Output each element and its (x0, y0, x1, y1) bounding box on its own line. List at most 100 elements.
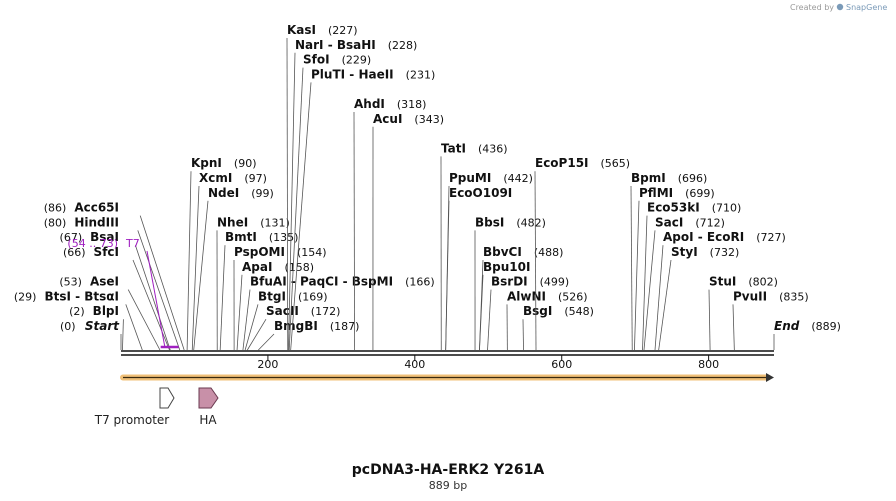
site-position: (80) (44, 216, 67, 229)
site-label: HindIII (74, 215, 119, 229)
site-apoi-ecori[interactable]: ApoI - EcoRI (727) (654, 230, 786, 351)
site-label: BpmI (696) (631, 171, 707, 185)
site-alwni[interactable]: AlwNI (526) (506, 289, 588, 351)
site-bsrdi[interactable]: BsrDI (499) (487, 275, 570, 351)
site-position: (86) (44, 202, 67, 215)
site-label: BsgI (548) (523, 304, 594, 318)
site-blpi[interactable]: BlpI (2) (69, 304, 124, 351)
site-bbsi[interactable]: BbsI (482) (474, 215, 546, 351)
site-leader (286, 37, 289, 351)
orf-bar (120, 373, 774, 382)
axis-tick-label: 800 (698, 358, 719, 371)
site-bfuai-paqci-bspmi[interactable]: BfuAI - PaqCI - BspMI (166) (242, 275, 435, 351)
site-leader (137, 230, 181, 351)
site-kasi[interactable]: KasI (227) (286, 23, 358, 351)
site-leader (290, 82, 312, 351)
site-label: AhdI (318) (354, 97, 426, 111)
site-label: BsrDI (499) (491, 275, 569, 289)
site-apai[interactable]: ApaI (158) (236, 260, 314, 351)
site-nhei[interactable]: NheI (131) (216, 215, 290, 351)
site-label: Acc65I (74, 201, 119, 215)
site-leader (186, 171, 192, 351)
site-leader (534, 171, 537, 351)
site-leader (522, 319, 524, 351)
site-leader (630, 185, 633, 351)
site-pluti-haeii[interactable]: PluTI - HaeII (231) (290, 67, 436, 351)
site-leader (139, 215, 185, 351)
site-bpmi[interactable]: BpmI (696) (630, 171, 707, 351)
site-label: BbsI (482) (475, 215, 546, 229)
site-bmgbi[interactable]: BmgBI (187) (258, 319, 359, 351)
primer-t7[interactable]: (54 .. 73) T7 (67, 237, 179, 349)
site-label: PluTI - HaeII (231) (311, 67, 435, 81)
site-start[interactable]: Start (0) (60, 319, 122, 350)
site-leader (642, 215, 648, 351)
site-stui[interactable]: StuI (802) (708, 275, 778, 351)
site-pspomi[interactable]: PspOMI (154) (233, 245, 327, 351)
site-leader (219, 245, 226, 351)
site-leader (288, 52, 296, 351)
site-tati[interactable]: TatI (436) (440, 141, 508, 351)
axis-ticks: 200 400 600 800 (257, 355, 719, 371)
site-bsgi[interactable]: BsgI (548) (522, 304, 594, 351)
site-acui[interactable]: AcuI (343) (372, 112, 444, 351)
site-label: NdeI (99) (208, 186, 274, 200)
site-leader (132, 259, 170, 351)
site-ppumi[interactable]: PpuMI (442) (445, 171, 533, 351)
site-leader (479, 259, 484, 351)
site-acc65i[interactable]: Acc65I (86) (44, 201, 185, 351)
axis-tick: 400 (404, 355, 425, 371)
site-btsi-btsαi[interactable]: BtsI - BtsαI (29) (14, 289, 143, 351)
site-pflmi[interactable]: PflMI (699) (634, 186, 715, 351)
site-kpni[interactable]: KpnI (90) (186, 156, 257, 351)
site-leader (242, 289, 251, 351)
site-bbvci[interactable]: BbvCI (488) (479, 245, 563, 351)
site-leader (122, 319, 124, 351)
site-pvuii[interactable]: PvuII (835) (732, 289, 809, 351)
site-label: SacI (712) (655, 215, 725, 229)
site-ndei[interactable]: NdeI (99) (193, 186, 274, 351)
credit-brand: SnapGene (846, 3, 887, 12)
site-label: SfcI (94, 245, 119, 259)
ha-arrow-icon (198, 387, 219, 409)
site-bsai[interactable]: BsaI (67) (60, 230, 171, 351)
site-label: BtsI - BtsαI (44, 289, 119, 303)
site-leader (258, 333, 275, 351)
site-label: BtgI (169) (258, 289, 328, 303)
snapgene-credit: Created by SnapGene (790, 3, 887, 12)
site-sfci[interactable]: SfcI (66) (63, 245, 170, 351)
site-ecop15i[interactable]: EcoP15I (565) (534, 156, 630, 351)
feature-ha[interactable]: HA (198, 387, 219, 427)
site-label: PvuII (835) (733, 289, 809, 303)
site-leader (445, 185, 450, 351)
site-position: (53) (59, 276, 82, 289)
site-label: NheI (131) (217, 215, 290, 229)
site-label: BlpI (93, 304, 119, 318)
site-asei[interactable]: AseI (53) (59, 275, 161, 351)
site-label: BfuAI - PaqCI - BspMI (166) (250, 275, 435, 289)
axis-tick-label: 600 (551, 358, 572, 371)
site-leader (191, 185, 200, 351)
site-sfoi[interactable]: SfoI (229) (288, 53, 371, 351)
t7-promoter-arrow-icon (159, 387, 175, 409)
site-btgi[interactable]: BtgI (169) (244, 289, 328, 351)
site-nari-bsahi[interactable]: NarI - BsaHI (228) (288, 38, 417, 351)
site-xcmi[interactable]: XcmI (97) (191, 171, 267, 351)
primer-label: T7 (125, 237, 140, 250)
site-eco53ki[interactable]: Eco53kI (710) (642, 201, 742, 351)
site-label: PpuMI (442) (449, 171, 533, 185)
site-label: XcmI (97) (199, 171, 267, 185)
site-leader (288, 67, 304, 351)
site-label: SfoI (229) (303, 53, 371, 67)
site-end[interactable]: End (889) (773, 319, 841, 350)
site-position: (67) (60, 231, 83, 244)
site-saci[interactable]: SacI (712) (643, 215, 725, 351)
site-label: Eco53kI (710) (647, 201, 741, 215)
site-hindiii[interactable]: HindIII (80) (44, 215, 181, 351)
feature-t7-promoter[interactable]: T7 promoter (94, 387, 175, 427)
site-styi[interactable]: StyI (732) (658, 245, 740, 351)
sequence-title: pcDNA3-HA-ERK2 Y261A (352, 462, 545, 478)
site-ahdi[interactable]: AhdI (318) (353, 97, 426, 351)
axis-tick: 600 (551, 355, 572, 371)
axis-tick-label: 400 (404, 358, 425, 371)
